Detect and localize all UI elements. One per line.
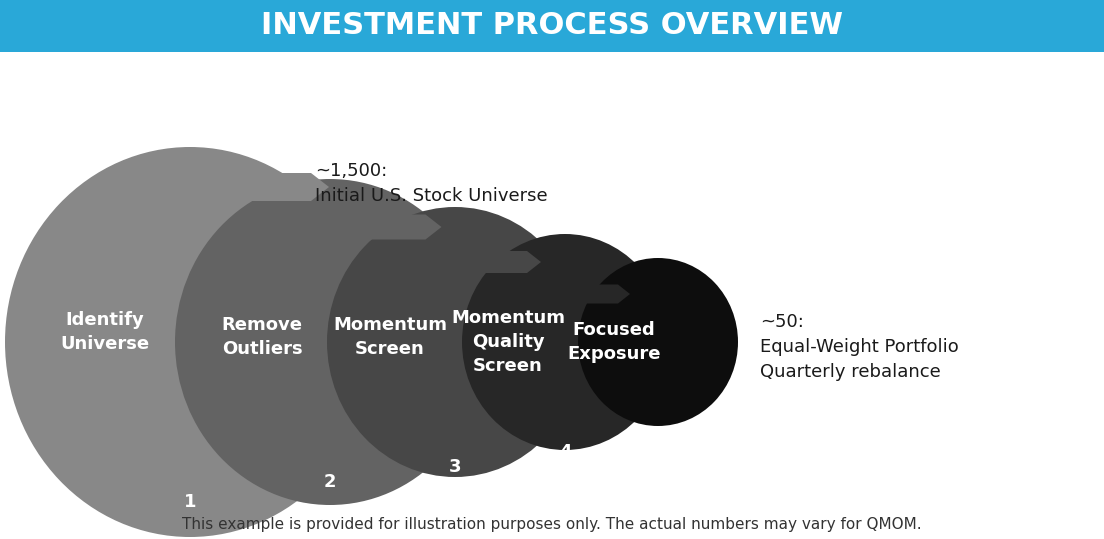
Polygon shape bbox=[371, 215, 442, 239]
Text: Momentum
Quality
Screen: Momentum Quality Screen bbox=[452, 309, 565, 375]
Ellipse shape bbox=[176, 179, 485, 505]
Text: Focused
Exposure: Focused Exposure bbox=[567, 321, 661, 363]
Ellipse shape bbox=[461, 234, 668, 450]
Ellipse shape bbox=[6, 147, 375, 537]
Text: 1: 1 bbox=[183, 493, 197, 511]
Polygon shape bbox=[250, 173, 329, 201]
Ellipse shape bbox=[327, 207, 583, 477]
Text: INVESTMENT PROCESS OVERVIEW: INVESTMENT PROCESS OVERVIEW bbox=[261, 11, 843, 40]
Text: Remove
Outliers: Remove Outliers bbox=[222, 316, 302, 358]
Text: 4: 4 bbox=[559, 443, 571, 461]
Text: This example is provided for illustration purposes only. The actual numbers may : This example is provided for illustratio… bbox=[182, 517, 922, 533]
Text: 2: 2 bbox=[323, 473, 337, 491]
Text: ~50:
Equal-Weight Portfolio
Quarterly rebalance: ~50: Equal-Weight Portfolio Quarterly re… bbox=[760, 313, 958, 381]
Text: 3: 3 bbox=[448, 458, 461, 476]
Text: ~1,500:
Initial U.S. Stock Universe: ~1,500: Initial U.S. Stock Universe bbox=[315, 162, 548, 205]
Polygon shape bbox=[479, 251, 541, 273]
Text: Momentum
Screen: Momentum Screen bbox=[333, 316, 447, 358]
Text: Identify
Universe: Identify Universe bbox=[61, 311, 149, 353]
Ellipse shape bbox=[578, 258, 737, 426]
Bar bbox=[0, 0, 1104, 52]
Text: 5: 5 bbox=[651, 430, 665, 448]
Polygon shape bbox=[578, 285, 630, 303]
